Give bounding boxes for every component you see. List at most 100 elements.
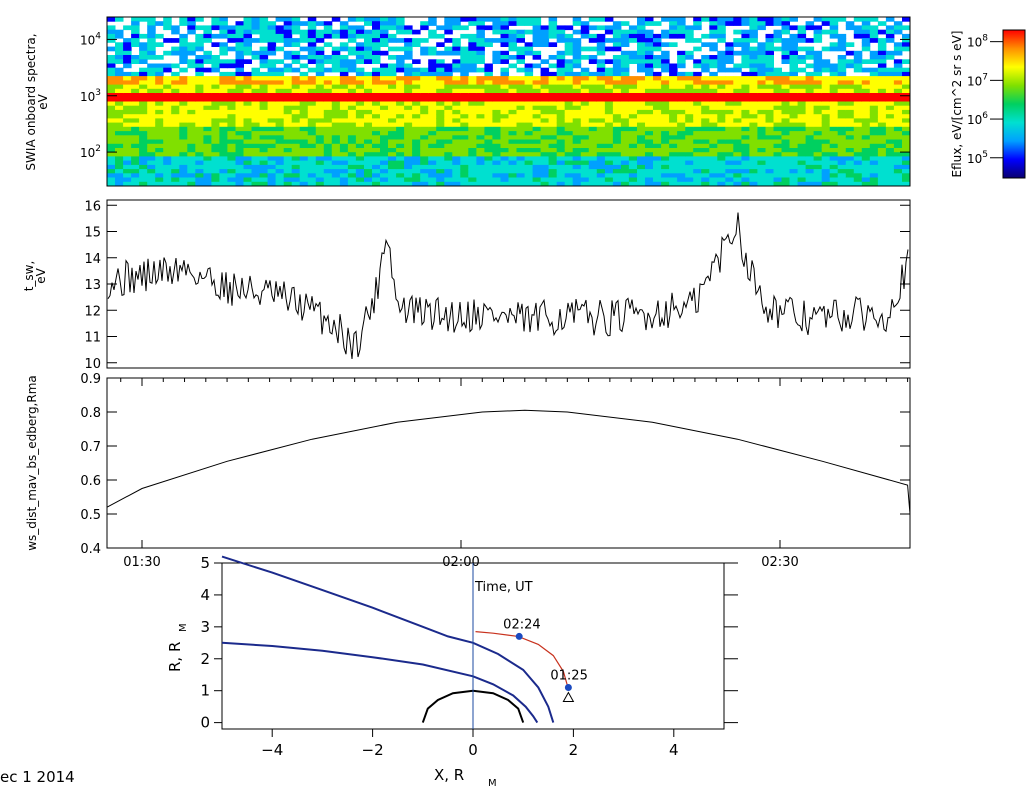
spectrogram-cell	[645, 93, 654, 98]
spectrogram-cell	[773, 143, 782, 149]
spectrogram-cell	[572, 97, 582, 102]
spectrogram-cell	[315, 80, 325, 86]
spectrogram-cell	[155, 114, 164, 119]
spectrogram-cell	[717, 59, 726, 64]
spectrogram-cell	[139, 46, 148, 52]
spectrogram-cell	[259, 97, 269, 102]
spectrogram-cell	[275, 105, 285, 111]
spectrogram-cell	[347, 50, 357, 56]
spectrogram-cell	[717, 143, 726, 149]
spectrogram-cell	[540, 33, 550, 39]
spectrogram-cell	[885, 126, 895, 132]
spectrogram-cell	[637, 42, 646, 47]
spectrogram-cell	[307, 164, 317, 170]
spectrogram-cell	[267, 105, 277, 111]
spectrogram-cell	[869, 76, 879, 81]
spectrogram-cell	[572, 93, 582, 98]
spectrogram-cell	[564, 50, 574, 56]
spectrogram-cell	[532, 38, 542, 43]
spectrogram-cell	[797, 177, 807, 183]
spectrogram-cell	[331, 50, 341, 56]
spectrogram-cell	[219, 17, 228, 22]
spectrogram-cell	[187, 25, 196, 31]
spectrogram-cell	[323, 29, 333, 35]
spectrogram-cell	[147, 55, 156, 60]
spectrogram-cell	[500, 105, 509, 111]
spectrogram-cell	[211, 76, 220, 81]
spectrogram-cell	[444, 80, 453, 86]
spectrogram-cell	[580, 169, 590, 174]
spectrogram-cell	[813, 131, 823, 136]
spectrogram-cell	[902, 17, 911, 22]
spectrogram-cell	[428, 71, 437, 77]
spectrogram-cell	[885, 160, 895, 166]
spectrogram-cell	[556, 67, 566, 73]
spectrogram-cell	[821, 29, 831, 35]
spectrogram-cell	[604, 59, 614, 64]
spectrogram-cell	[315, 71, 325, 77]
orbit-y-label-sub: M	[178, 623, 189, 632]
spectrogram-cell	[420, 156, 429, 162]
spectrogram-cell	[805, 114, 815, 119]
spectrogram-cell	[653, 160, 662, 166]
spectrogram-cell	[725, 143, 734, 149]
spectrogram-cell	[396, 139, 405, 145]
spectrogram-cell	[516, 97, 525, 102]
spectrogram-cell	[773, 126, 782, 132]
spectrogram-cell	[829, 122, 839, 128]
spectrogram-cell	[364, 181, 373, 187]
spectrogram-cell	[540, 152, 550, 157]
spectrogram-cell	[492, 131, 501, 136]
spectrogram-cell	[331, 67, 341, 73]
spectrogram-cell	[492, 164, 501, 170]
spectrogram-cell	[902, 42, 911, 47]
spectrogram-cell	[701, 55, 710, 60]
spectrogram-cell	[388, 71, 397, 77]
spectrogram-cell	[588, 126, 598, 132]
spectrogram-cell	[372, 105, 381, 111]
spectrogram-cell	[187, 143, 196, 149]
spectrogram-cell	[299, 148, 309, 153]
spectrogram-cell	[187, 152, 196, 157]
spectrogram-cell	[902, 169, 911, 174]
spectrogram-cell	[789, 17, 798, 22]
spectrogram-cell	[396, 177, 405, 183]
spectrogram-cell	[283, 76, 293, 81]
spectrogram-cell	[813, 135, 823, 140]
spectrogram-cell	[227, 181, 236, 187]
spectrogram-cell	[195, 33, 204, 39]
spectrogram-cell	[155, 131, 164, 136]
spectrogram-cell	[259, 181, 269, 187]
spectrogram-cell	[741, 80, 750, 86]
spectrogram-cell	[500, 122, 509, 128]
spectrogram-cell	[869, 97, 879, 102]
spectrogram-cell	[861, 42, 871, 47]
spectrogram-cell	[131, 84, 140, 90]
spectrogram-cell	[484, 126, 493, 132]
spectrogram-cell	[355, 17, 365, 22]
spectrogram-cell	[388, 101, 397, 107]
spectrogram-cell	[259, 38, 269, 43]
spectrogram-cell	[307, 143, 317, 149]
spectrogram-cell	[588, 131, 598, 136]
spectrogram-cell	[789, 109, 798, 115]
spectrogram-cell	[885, 169, 895, 174]
spectrogram-cell	[620, 55, 630, 60]
spectrogram-cell	[347, 152, 357, 157]
spectrogram-cell	[331, 169, 341, 174]
spectrogram-cell	[685, 118, 694, 124]
spectrogram-cell	[468, 50, 477, 56]
spectrogram-cell	[661, 152, 670, 157]
spectrogram-cell	[556, 156, 566, 162]
spectrogram-cell	[580, 93, 590, 98]
spectrogram-cell	[556, 135, 566, 140]
spectrogram-cell	[572, 105, 582, 111]
spectrogram-cell	[717, 118, 726, 124]
spectrogram-cell	[781, 105, 790, 111]
spectrogram-cell	[468, 156, 477, 162]
spectrogram-cell	[219, 181, 228, 187]
spectrogram-cell	[677, 17, 686, 22]
spectrogram-cell	[179, 148, 188, 153]
spectrogram-cell	[267, 156, 277, 162]
spectrogram-cell	[645, 164, 654, 170]
